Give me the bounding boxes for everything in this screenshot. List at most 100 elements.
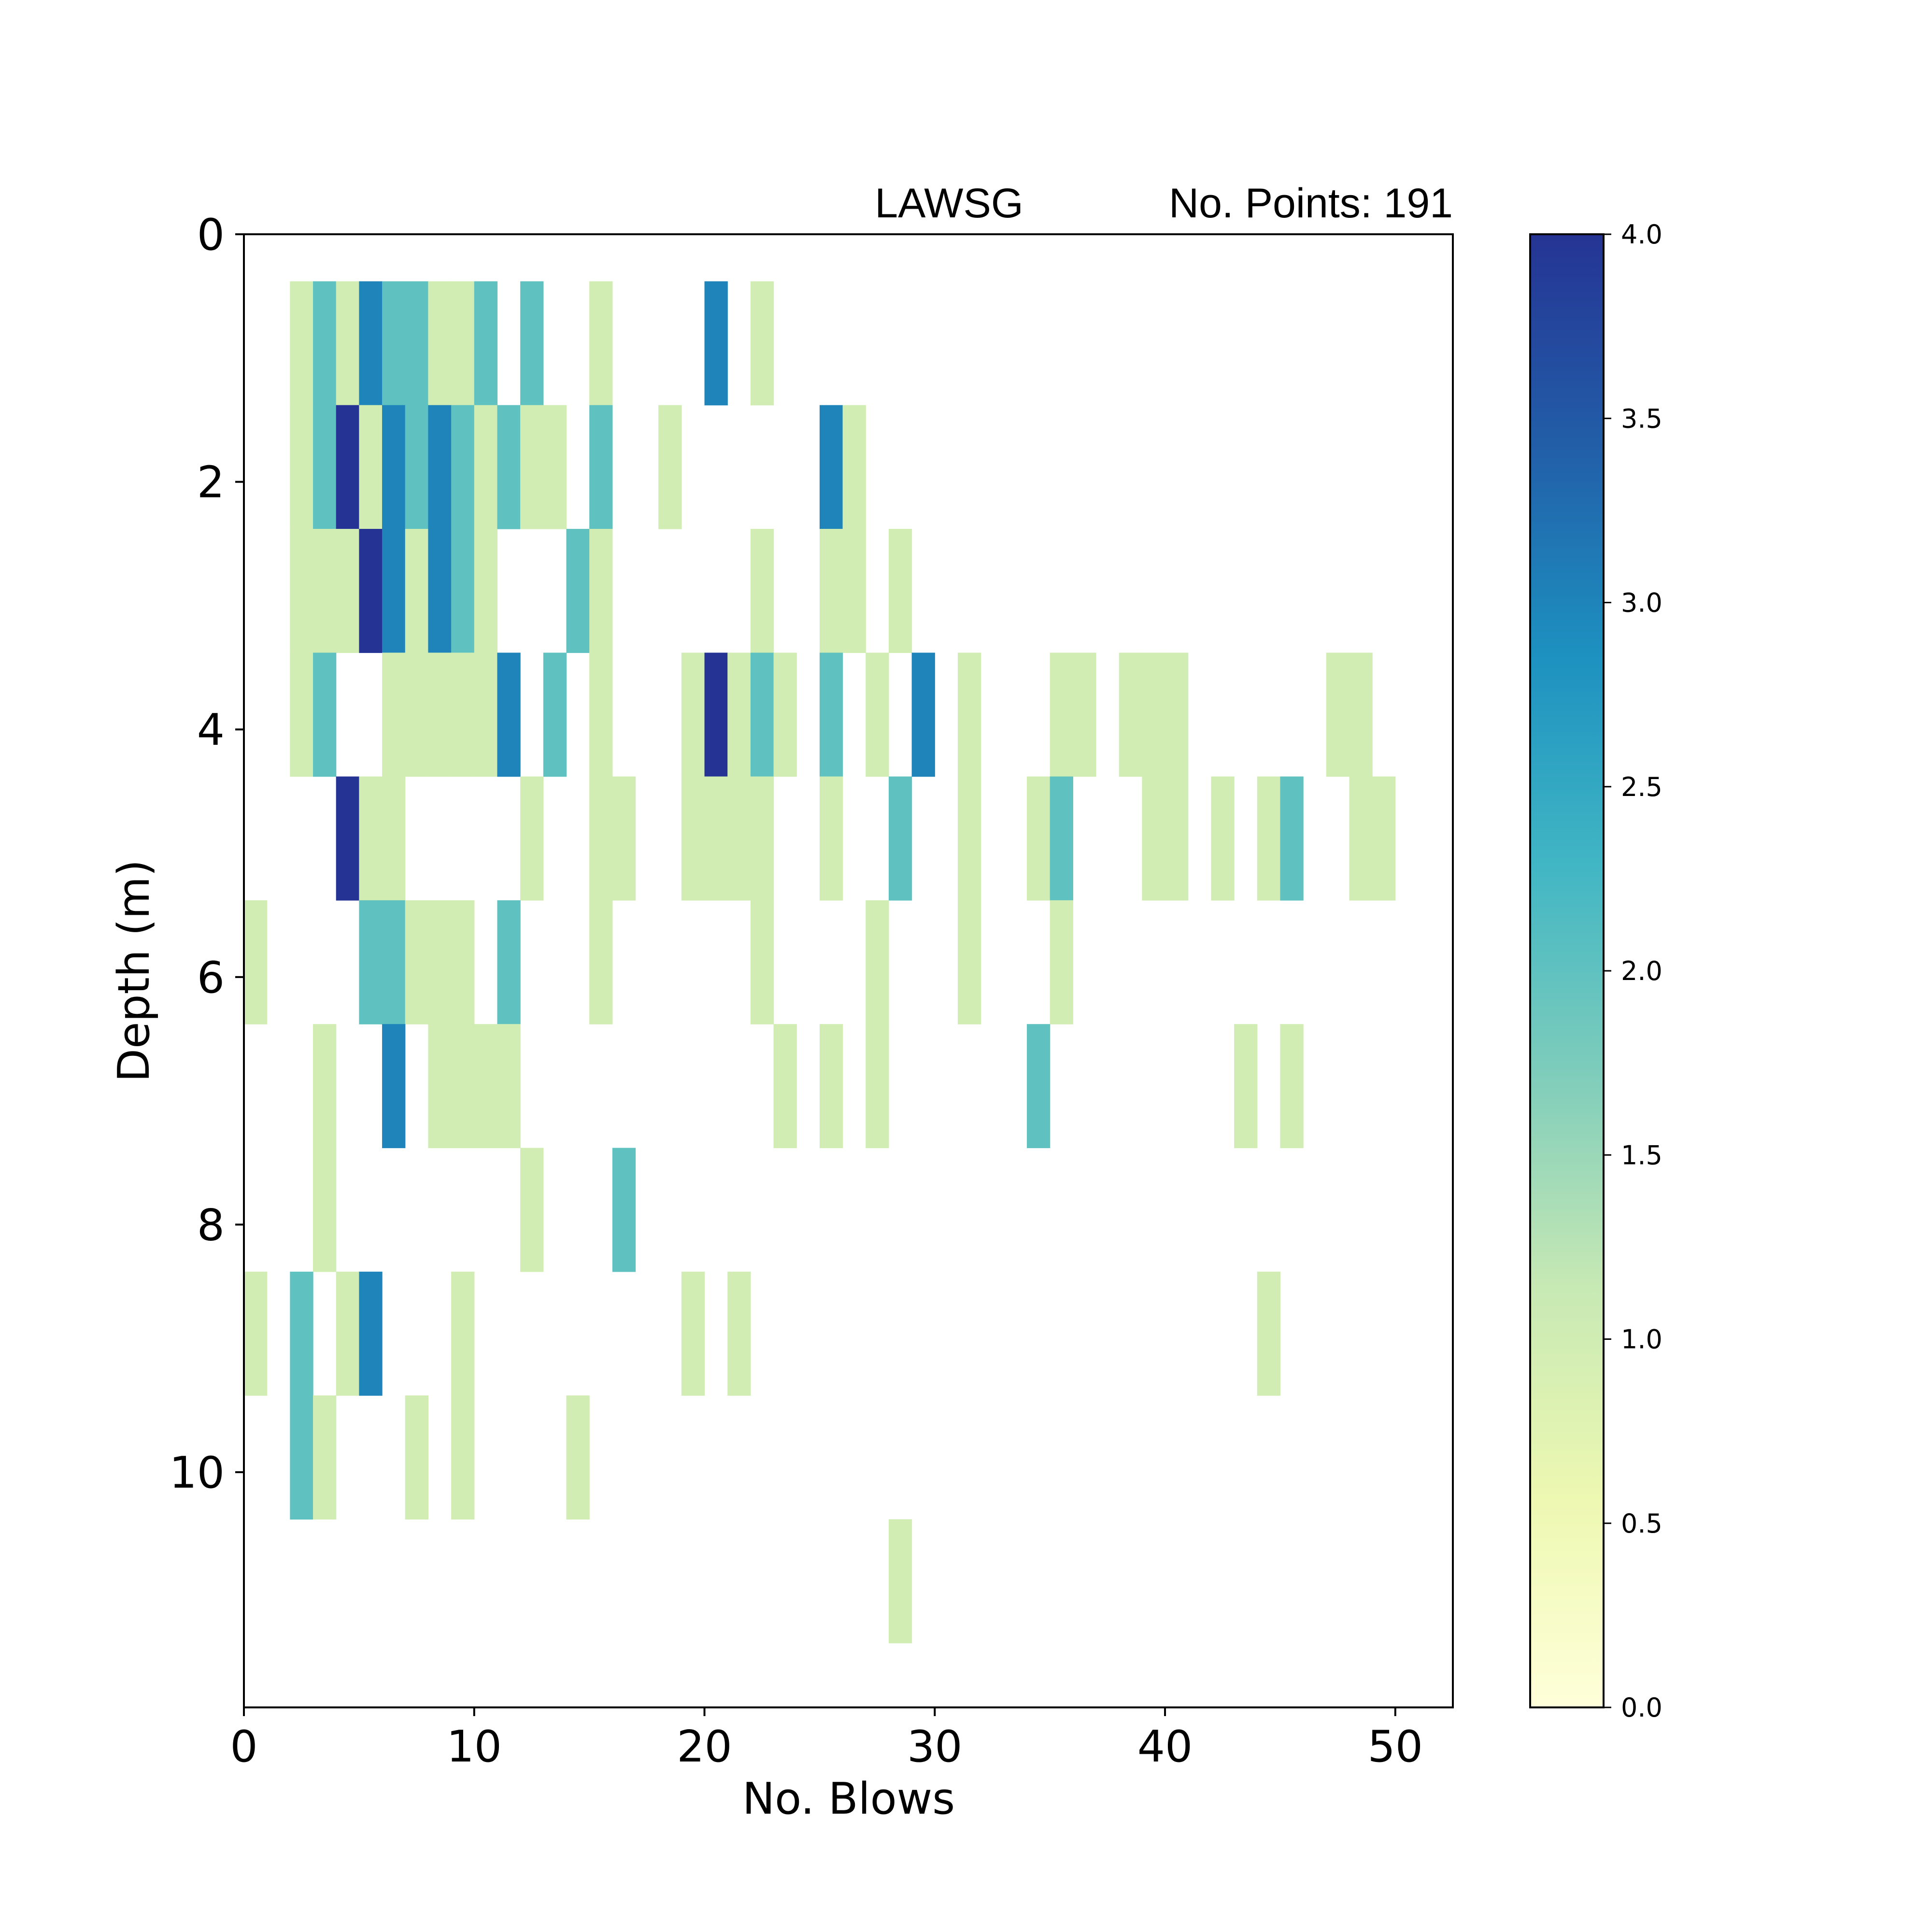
heatmap-cell [750,529,774,653]
chart-title: LAWSG [875,180,1023,227]
heatmap-cell [589,405,613,529]
colorbar-tick-label: 2.0 [1621,956,1662,986]
heatmap-cell [451,529,475,653]
heatmap-cell [842,405,866,529]
heatmap-cell [750,281,774,406]
heatmap-cell [336,529,359,653]
y-tick-label: 0 [197,210,225,260]
heatmap-cell [1349,653,1373,777]
heatmap-cell [451,405,475,529]
heatmap-cell [888,529,912,653]
heatmap-cell [405,653,429,777]
heatmap-cell [727,1271,751,1396]
heatmap-cell [612,776,636,901]
heatmap-cell [359,529,383,653]
heatmap-cell [842,529,866,653]
heatmap-cell [474,529,498,653]
x-tick-label: 40 [1137,1721,1193,1772]
heatmap-cell [1119,653,1142,777]
colorbar-tick-label: 3.5 [1621,403,1662,434]
heatmap-cell [359,1271,383,1396]
heatmap-cell [589,529,613,653]
heatmap-cell [727,776,751,901]
y-tick-label: 4 [197,705,225,755]
heatmap-cell [819,1024,843,1149]
heatmap-cell [566,1395,590,1520]
heatmap-cell [681,1271,705,1396]
heatmap-cell [474,653,498,777]
heatmap-cell [290,405,313,529]
heatmap-cell [520,281,544,406]
colorbar-tick-label: 4.0 [1621,219,1662,250]
x-axis-label: No. Blows [742,1774,955,1824]
heatmap-cell [451,900,475,1024]
heatmap-cell [497,653,521,777]
heatmap-cell [750,653,774,777]
colorbar-ticks: 0.0 0.5 1.0 1.5 2.0 2.5 3.0 3.5 4.0 [1604,219,1662,1723]
heatmap-cell [290,529,313,653]
heatmap-cell [290,1395,313,1520]
heatmap-cell [313,529,337,653]
heatmap-cell [866,1024,889,1149]
heatmap-cell [382,281,406,406]
heatmap-cell [336,1271,359,1396]
heatmap-cell [428,281,452,406]
heatmap-cell [819,653,843,777]
heatmap-cell [313,281,337,406]
colorbar-tick-label: 2.5 [1621,772,1662,802]
heatmap-cell [1326,653,1350,777]
heatmap-cell [888,776,912,901]
x-tick-label: 10 [446,1721,502,1772]
heatmap-cell [382,405,406,529]
heatmap-cell [428,900,452,1024]
heatmap-cell [1280,776,1304,901]
heatmap-cell [497,900,521,1024]
x-tick-label: 0 [230,1721,257,1772]
heatmap-cell [589,776,613,901]
y-axis: 0 2 4 6 8 10 [169,210,244,1498]
heatmap-cell [1142,776,1165,901]
heatmap-cell [405,529,429,653]
heatmap-cell [866,653,889,777]
heatmap-cell [382,1024,406,1149]
heatmap-cell [819,776,843,901]
heatmap-cell [727,653,751,777]
heatmap-cell [428,405,452,529]
heatmap-cell [451,1024,475,1149]
x-tick-label: 20 [677,1721,732,1772]
heatmap-cell [244,1271,268,1396]
heatmap-cell [428,529,452,653]
heatmap-cell [428,1024,452,1149]
heatmap-cell [451,281,475,406]
heatmap-cell [681,653,705,777]
colorbar-tick-label: 3.0 [1621,588,1662,618]
heatmap-cell [1073,653,1096,777]
heatmap-cell [428,653,452,777]
heatmap-cell [520,776,544,901]
heatmap-cell [750,900,774,1024]
heatmap-cell [290,281,313,406]
heatmap-cell [704,776,728,901]
heatmap-cell [244,900,268,1024]
heatmap-cell [543,653,567,777]
heatmap-cell [313,1148,337,1272]
heatmap-cell [359,405,383,529]
y-axis-label: Depth (m) [109,860,159,1082]
heatmap-cell [520,1148,544,1272]
heatmap-cell [589,900,613,1024]
heatmap-cell [1211,776,1235,901]
heatmap-cell [474,281,498,406]
heatmap-cell [888,1519,912,1644]
heatmap-cell [1165,653,1189,777]
heatmap-cell [866,900,889,1024]
heatmap-cell [957,900,981,1024]
colorbar-tick-label: 0.0 [1621,1692,1662,1723]
x-axis: 0 10 20 30 40 50 [230,1707,1423,1772]
heatmap-cell [497,405,521,529]
heatmap-cell [612,1148,636,1272]
heatmap-cell [474,405,498,529]
heatmap-cell [313,1395,337,1520]
heatmap-cell [359,776,383,901]
colorbar-tick-label: 1.5 [1621,1140,1662,1170]
